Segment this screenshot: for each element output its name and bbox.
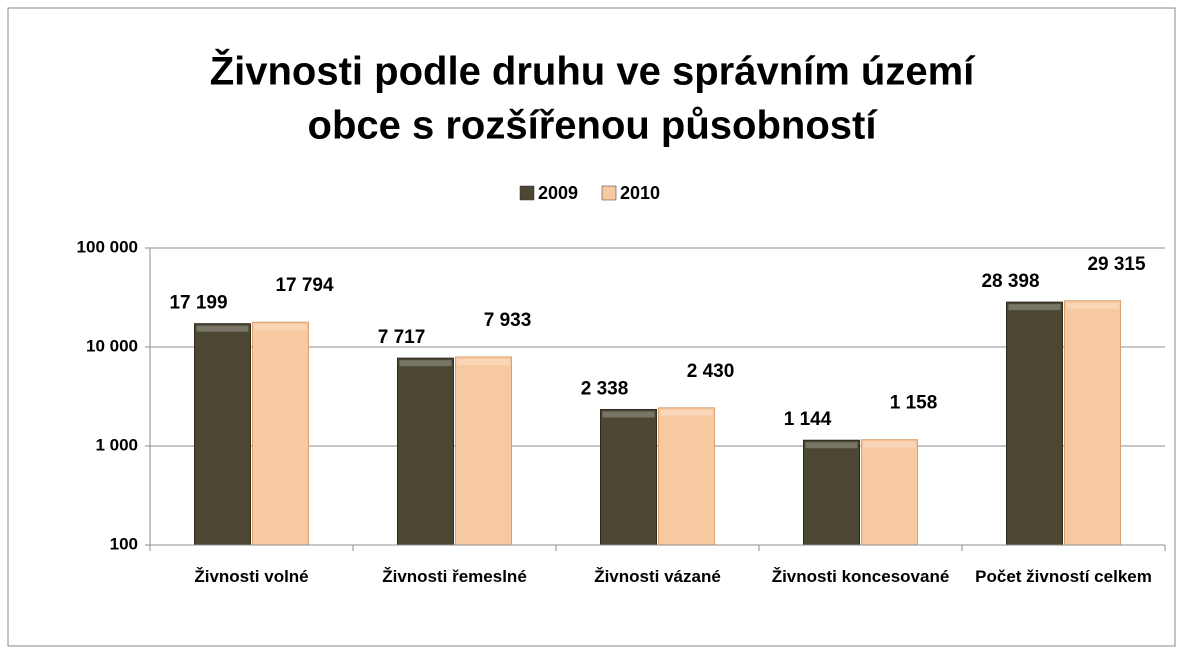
value-label: 28 398: [981, 271, 1039, 292]
value-label: 29 315: [1087, 254, 1146, 275]
value-label: 7 717: [378, 327, 426, 348]
legend-swatch: [601, 185, 617, 201]
bar-bevel: [602, 411, 655, 418]
bar: [455, 356, 512, 546]
bar: [252, 321, 309, 546]
bar-bevel: [1008, 304, 1061, 311]
value-label: 17 794: [275, 275, 334, 296]
value-label: 2 430: [687, 361, 735, 382]
x-tick-label: Živnosti volné: [194, 567, 309, 586]
bar: [194, 323, 251, 546]
value-label: 7 933: [484, 310, 532, 331]
x-tick-label: Živnosti vázané: [594, 567, 721, 586]
bar-bevel: [1066, 302, 1119, 309]
bar-bevel: [196, 325, 249, 332]
legend-label: 2010: [620, 183, 660, 203]
bar: [658, 407, 715, 546]
bar: [1064, 300, 1121, 546]
bar-bevel: [399, 360, 452, 367]
chart-title: obce s rozšířenou působností: [308, 104, 879, 148]
bar-bevel: [457, 358, 510, 365]
legend-swatch: [519, 185, 535, 201]
bar-bevel: [660, 409, 713, 416]
value-label: 1 144: [784, 409, 832, 430]
value-label: 2 338: [581, 379, 629, 400]
x-tick-label: Živnosti koncesované: [771, 567, 950, 586]
bar: [600, 408, 657, 546]
bar: [861, 439, 918, 546]
bar-bevel: [254, 324, 307, 331]
bar: [803, 439, 860, 546]
x-tick-label: Živnosti řemeslné: [382, 567, 527, 586]
y-tick-label: 100: [110, 534, 138, 553]
bar-bevel: [863, 441, 916, 448]
value-label: 1 158: [890, 393, 938, 414]
y-tick-label: 1 000: [95, 435, 138, 454]
bar-bevel: [805, 442, 858, 449]
y-tick-label: 10 000: [86, 336, 138, 355]
chart-title: Živnosti podle druhu ve správním území: [210, 48, 976, 94]
legend-label: 2009: [538, 183, 578, 203]
value-label: 17 199: [169, 293, 227, 314]
y-tick-label: 100 000: [77, 237, 138, 256]
x-tick-label: Počet živností celkem: [975, 567, 1152, 586]
bar: [397, 357, 454, 546]
bar: [1006, 301, 1063, 546]
